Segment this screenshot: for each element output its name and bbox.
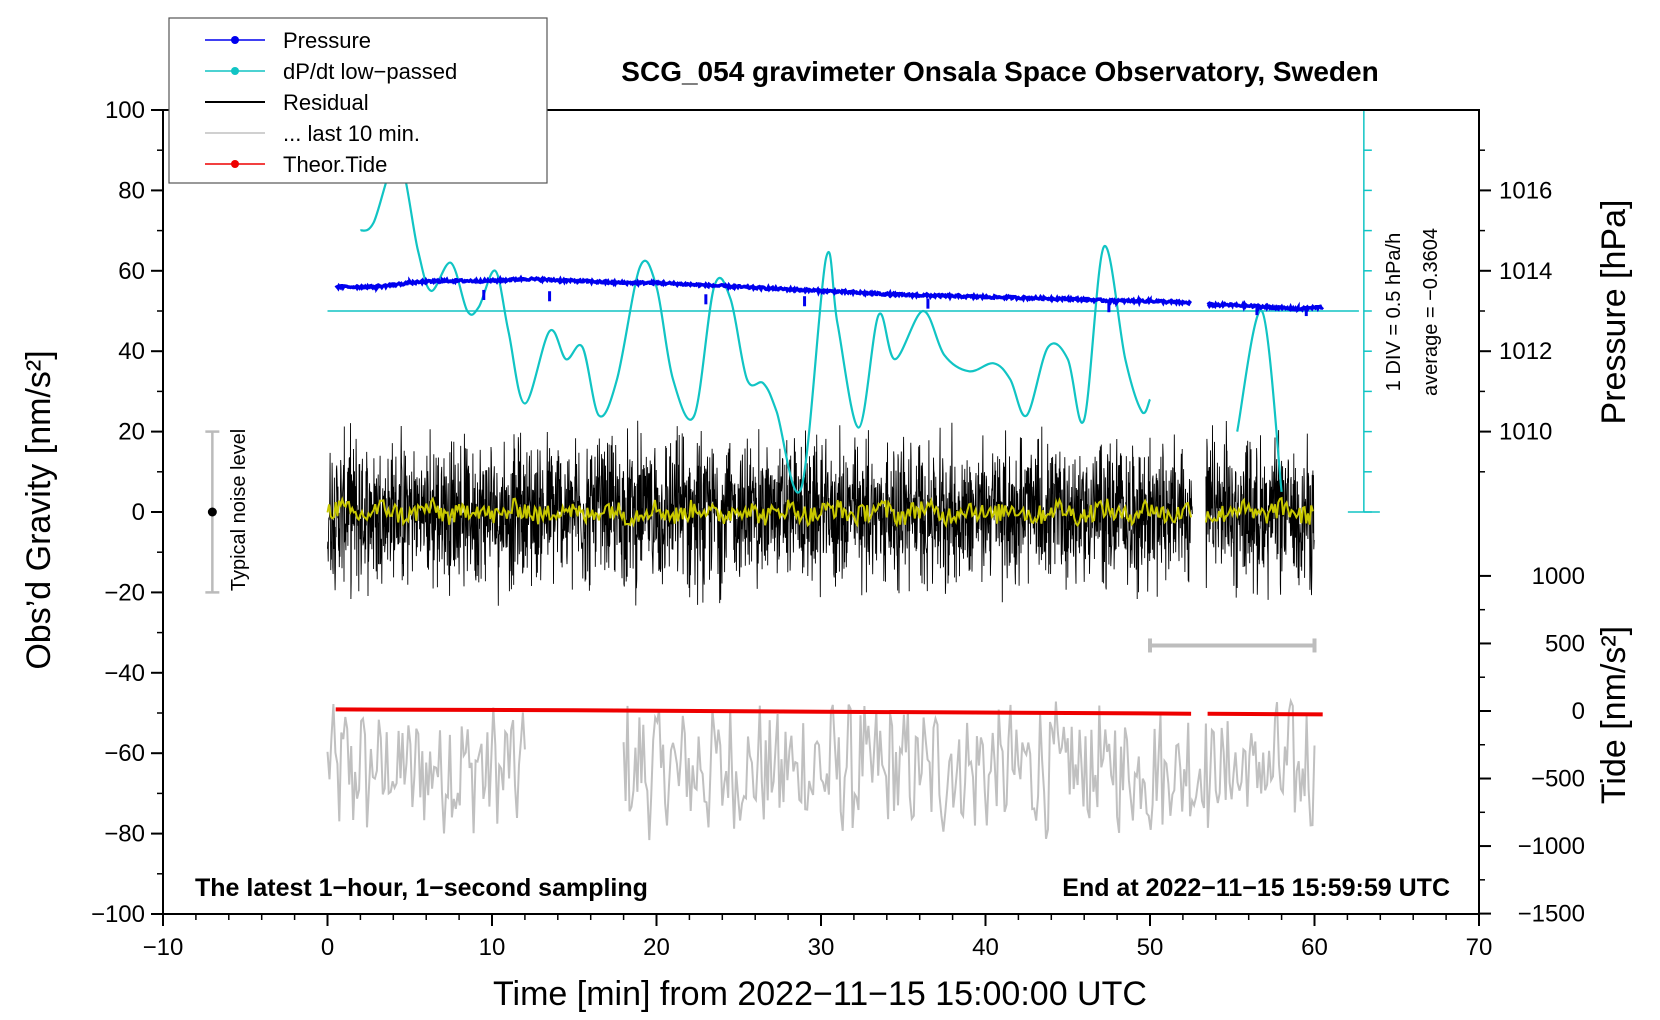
x-tick-label: 30 — [808, 934, 835, 961]
legend-label-0: Pressure — [283, 28, 371, 53]
chart-title: SCG_054 gravimeter Onsala Space Observat… — [621, 56, 1378, 87]
y-tick-label: 80 — [118, 177, 145, 204]
pressure-series-segment-1 — [1206, 299, 1325, 314]
x-tick-label: 60 — [1301, 934, 1328, 961]
y-tick-label: 0 — [132, 499, 145, 526]
tide-series-segment-0 — [335, 707, 1192, 716]
x-tick-label: −10 — [143, 934, 184, 961]
x-axis-label: Time [min] from 2022−11−15 15:00:00 UTC — [493, 975, 1147, 1013]
tide-tick-label: −1500 — [1518, 901, 1585, 928]
tide-tick-label: 1000 — [1532, 563, 1585, 590]
x-tick-label: 0 — [321, 934, 334, 961]
pressure-series-segment-0 — [334, 274, 1193, 308]
legend-box — [168, 17, 548, 184]
noise-level-label: Typical noise level — [228, 429, 250, 591]
y-tick-label: −20 — [104, 579, 145, 606]
y-tick-label: 60 — [118, 258, 145, 285]
y-tick-label: −60 — [104, 740, 145, 767]
y-tick-label: 40 — [118, 338, 145, 365]
legend-marker-1 — [231, 67, 239, 75]
pressure-tick-label: 1012 — [1499, 338, 1552, 365]
legend-label-4: Theor.Tide — [283, 152, 387, 177]
legend-label-1: dP/dt low−passed — [283, 59, 457, 84]
tide-series-segment-1 — [1207, 711, 1323, 717]
pressure-tick-label: 1016 — [1499, 177, 1552, 204]
legend-marker-0 — [231, 36, 239, 44]
axes-layer: −10 0 10 20 30 40 50 60 70100806040200−20−40−60−… — [91, 97, 1585, 961]
x-tick-label: 10 — [479, 934, 506, 961]
tide-tick-label: −500 — [1531, 766, 1585, 793]
y-axis-label-tide: Tide [nm/s²] — [1595, 626, 1633, 804]
y-tick-label: 100 — [105, 97, 145, 124]
last10-series-segment-1 — [622, 697, 1316, 841]
tide-tick-label: −1000 — [1518, 833, 1585, 860]
pressure-tick-label: 1010 — [1499, 419, 1552, 446]
dpdt-series-segment-0 — [359, 157, 1152, 494]
residual-series-segment-0 — [327, 420, 1193, 606]
legend-label-2: Residual — [283, 90, 369, 115]
x-tick-label: 20 — [643, 934, 670, 961]
y-tick-label: −80 — [104, 821, 145, 848]
dpdt-div-label: 1 DIV = 0.5 hPa/h — [1383, 233, 1405, 391]
y-axis-label-pressure: Pressure [hPa] — [1595, 200, 1633, 425]
y-axis-label-gravity: Obs’d Gravity [nm/s²] — [20, 350, 58, 669]
tide-tick-label: 0 — [1572, 698, 1585, 725]
tide-tick-label: 500 — [1545, 630, 1585, 657]
residual-smoothed-segment-1 — [1204, 496, 1314, 525]
annotation-sampling: The latest 1−hour, 1−second sampling — [195, 874, 648, 902]
dpdt-average-label: average = −0.3604 — [1420, 228, 1442, 396]
noise-bar-dot — [207, 507, 217, 517]
pressure-tick-label: 1014 — [1499, 258, 1552, 285]
x-tick-label: 70 — [1466, 934, 1493, 961]
residual-smoothed-segment-0 — [326, 496, 1193, 529]
plot-content — [205, 109, 1380, 841]
y-tick-label: −100 — [91, 901, 145, 928]
x-tick-label: 50 — [1137, 934, 1164, 961]
dpdt-series-segment-1 — [1236, 309, 1283, 493]
y-tick-label: 20 — [118, 419, 145, 446]
last10-series-segment-0 — [326, 704, 526, 834]
y-tick-label: −40 — [104, 660, 145, 687]
legend-marker-4 — [231, 160, 239, 168]
legend: Pressure dP/dt low−passed Residual ... last… — [168, 17, 548, 184]
annotation-end-time: End at 2022−11−15 15:59:59 UTC — [1062, 874, 1450, 902]
x-tick-label: 40 — [972, 934, 999, 961]
legend-label-3: ... last 10 min. — [283, 121, 420, 146]
